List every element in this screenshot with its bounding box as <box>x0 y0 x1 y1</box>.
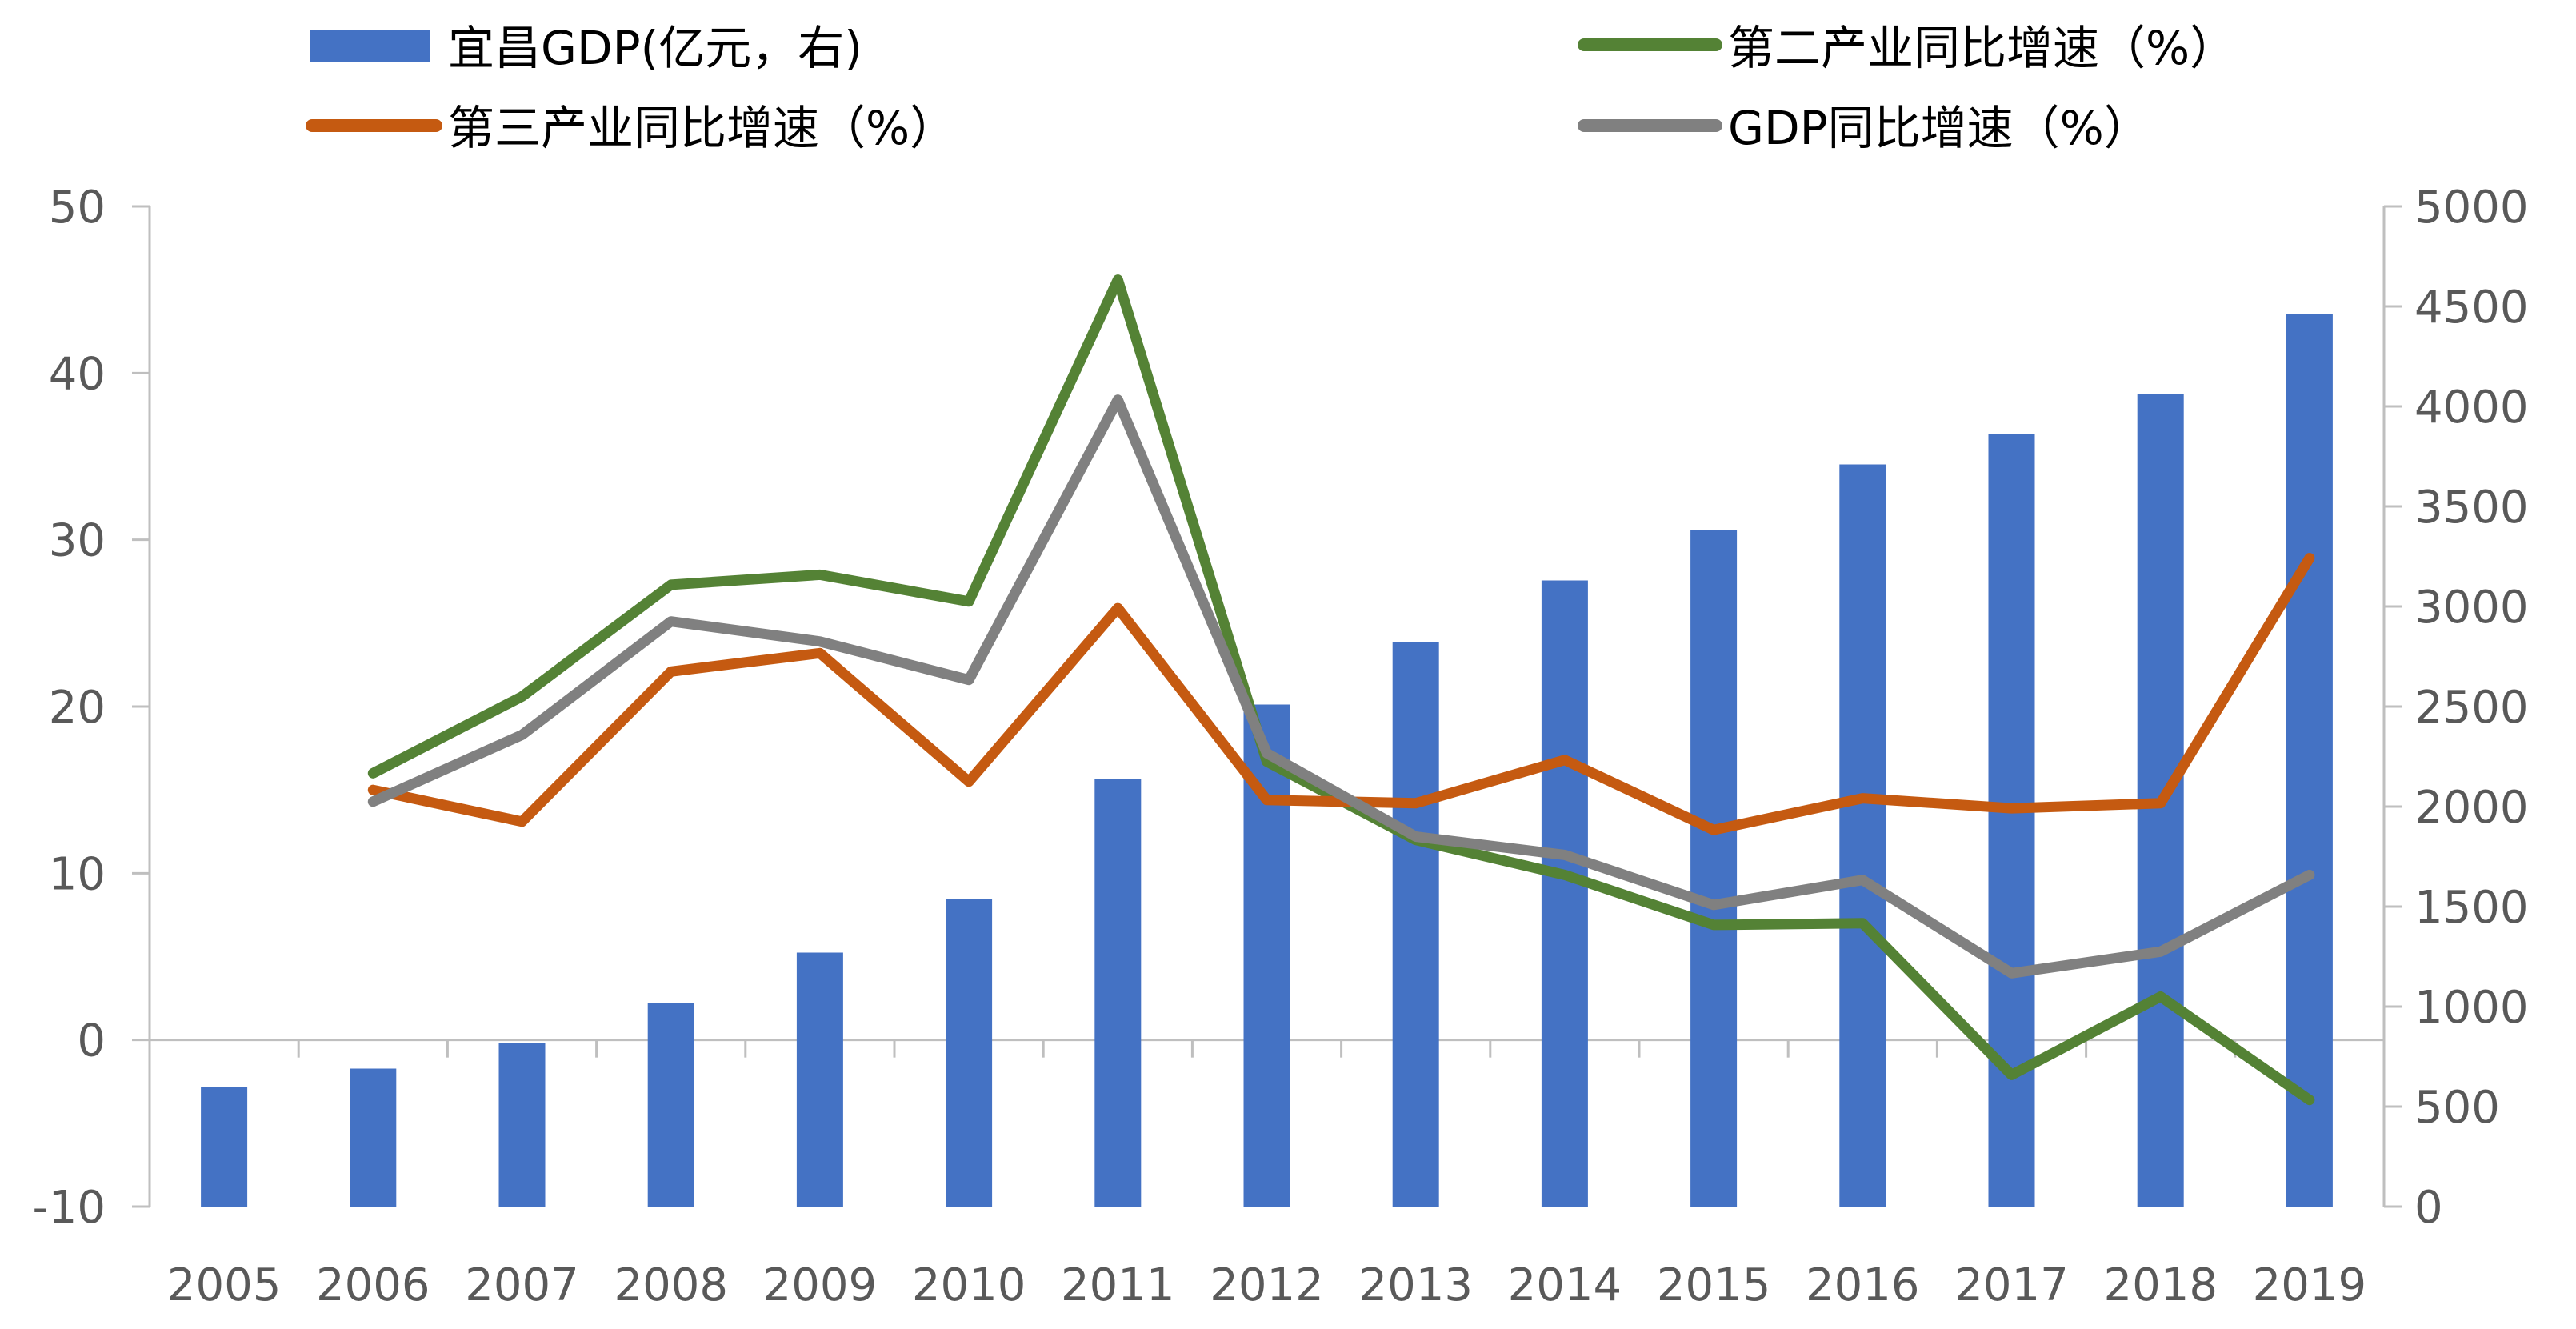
x-tick-label-2019: 2019 <box>2253 1259 2367 1311</box>
plot-area: -100102030405005001000150020002500300035… <box>33 182 2529 1311</box>
y-right-tick-label: 4000 <box>2414 382 2529 434</box>
y-left-tick-label: 40 <box>49 348 106 400</box>
x-tick-label-2006: 2006 <box>316 1259 430 1311</box>
bar-gdp-2017 <box>1988 434 2035 1207</box>
y-left-tick-label: -10 <box>33 1182 106 1234</box>
y-left-tick-label: 0 <box>77 1015 106 1067</box>
y-right-tick-label: 1000 <box>2414 982 2529 1034</box>
x-tick-label-2012: 2012 <box>1210 1259 1324 1311</box>
bar-gdp-2006 <box>350 1068 397 1207</box>
legend-item-secondary: 第二产业同比增速（%） <box>1578 21 2236 75</box>
bar-gdp-2015 <box>1690 530 1738 1207</box>
bar-gdp-2007 <box>498 1043 546 1207</box>
line-tertiary-growth <box>367 553 2315 835</box>
legend-item-tertiary: 第三产业同比增速（%） <box>306 101 956 155</box>
bar-gdp-2009 <box>796 952 843 1207</box>
bar-gdp-2016 <box>1839 464 1886 1207</box>
y-right-tick-label: 5000 <box>2414 182 2529 234</box>
x-tick-label-2007: 2007 <box>465 1259 579 1311</box>
bar-gdp-2013 <box>1392 642 1439 1207</box>
bar-gdp-2010 <box>946 899 993 1207</box>
legend-label-secondary: 第二产业同比增速（%） <box>1728 21 2236 75</box>
legend-label-gdp-growth: GDP同比增速（%） <box>1728 101 2150 155</box>
x-tick-label-2013: 2013 <box>1358 1259 1473 1311</box>
legend-swatch-gdp <box>310 30 430 62</box>
bar-gdp-2019 <box>2286 314 2333 1207</box>
x-tick-label-2014: 2014 <box>1508 1259 1622 1311</box>
x-tick-label-2010: 2010 <box>912 1259 1026 1311</box>
legend-item-gdp: 宜昌GDP(亿元，右) <box>310 21 862 75</box>
bar-gdp-2005 <box>201 1087 248 1207</box>
bar-gdp-2008 <box>647 1003 694 1207</box>
bar-gdp-2014 <box>1541 580 1588 1207</box>
y-right-tick-label: 500 <box>2414 1082 2500 1134</box>
x-tick-label-2016: 2016 <box>1806 1259 1920 1311</box>
x-tick-label-2008: 2008 <box>614 1259 728 1311</box>
y-right-tick-label: 2500 <box>2414 682 2529 734</box>
legend-label-gdp: 宜昌GDP(亿元，右) <box>448 21 862 75</box>
legend: 宜昌GDP(亿元，右) 第二产业同比增速（%） 第三产业同比增速（%） GDP同… <box>306 21 2236 155</box>
line-gdp-growth <box>367 394 2315 979</box>
x-tick-label-2017: 2017 <box>1954 1259 2069 1311</box>
x-tick-label-2011: 2011 <box>1061 1259 1175 1311</box>
y-right-tick-label: 0 <box>2414 1182 2443 1234</box>
y-right-tick-label: 4500 <box>2414 282 2529 334</box>
y-left-tick-label: 10 <box>49 848 106 900</box>
legend-label-tertiary: 第三产业同比增速（%） <box>448 101 956 155</box>
y-left-tick-label: 50 <box>49 182 106 234</box>
y-left-tick-label: 30 <box>49 515 106 567</box>
x-tick-label-2005: 2005 <box>167 1259 282 1311</box>
legend-item-gdp-growth: GDP同比增速（%） <box>1578 101 2150 155</box>
x-tick-label-2015: 2015 <box>1657 1259 1771 1311</box>
x-tick-label-2018: 2018 <box>2103 1259 2218 1311</box>
y-left-tick-label: 20 <box>49 682 106 734</box>
y-right-tick-label: 2000 <box>2414 782 2529 834</box>
y-right-tick-label: 1500 <box>2414 882 2529 934</box>
bar-gdp-2011 <box>1094 779 1142 1207</box>
x-tick-label-2009: 2009 <box>763 1259 878 1311</box>
y-right-tick-label: 3000 <box>2414 582 2529 634</box>
y-right-tick-label: 3500 <box>2414 482 2529 534</box>
